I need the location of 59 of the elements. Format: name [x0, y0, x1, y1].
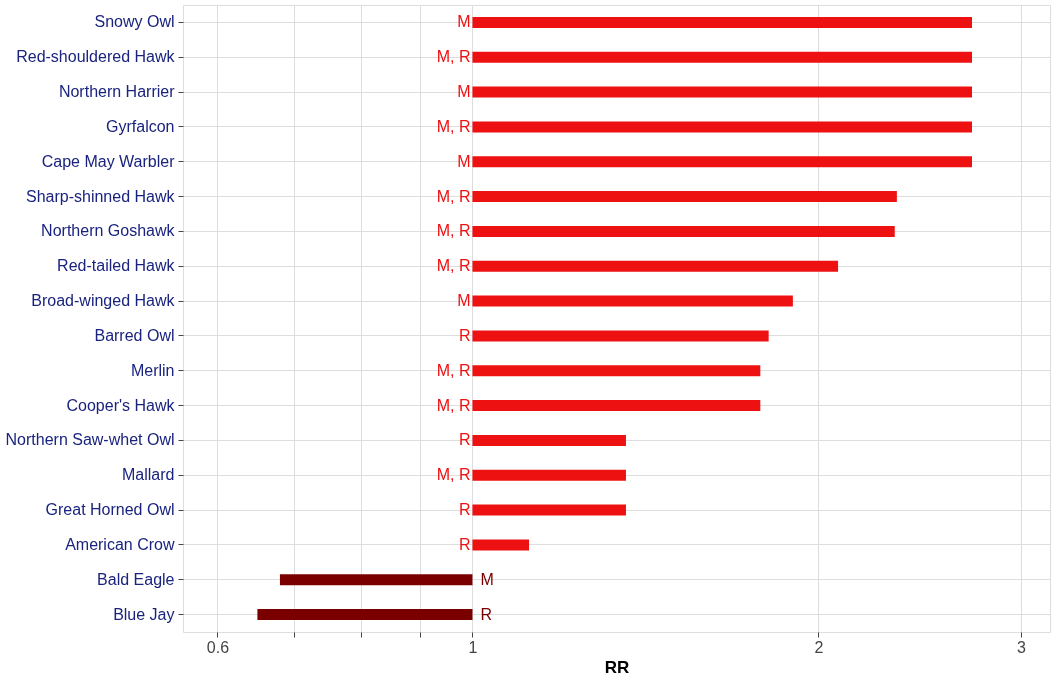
- bar: [472, 504, 626, 516]
- data-label: M, R: [436, 117, 471, 135]
- bar: [472, 539, 530, 551]
- y-tick-label: Bald Eagle: [97, 570, 175, 588]
- bar: [472, 16, 972, 28]
- data-label: M, R: [436, 466, 471, 484]
- y-tick-label: Northern Saw-whet Owl: [5, 431, 175, 449]
- y-tick-label: Northern Goshawk: [41, 222, 176, 240]
- data-label: M, R: [436, 257, 471, 275]
- data-label: M: [457, 292, 471, 310]
- data-label: M, R: [436, 187, 471, 205]
- y-tick-label: Snowy Owl: [94, 13, 175, 31]
- data-label: M, R: [436, 48, 471, 66]
- x-axis-title: RR: [604, 657, 630, 677]
- bar: [472, 191, 897, 203]
- bar: [472, 51, 972, 63]
- y-tick-label: Cooper's Hawk: [66, 396, 176, 414]
- data-label: M, R: [436, 396, 471, 414]
- y-tick-label: Merlin: [130, 361, 175, 379]
- y-tick-label: Great Horned Owl: [45, 501, 175, 519]
- data-label: M: [457, 13, 471, 31]
- bar: [472, 156, 972, 168]
- data-label: M, R: [436, 222, 471, 240]
- bar: [472, 365, 761, 377]
- bar: [279, 574, 473, 586]
- data-label: M: [457, 83, 471, 101]
- y-tick-label: Barred Owl: [94, 326, 175, 344]
- bar: [472, 260, 839, 272]
- data-label: R: [458, 501, 471, 519]
- data-label: R: [458, 326, 471, 344]
- bar: [472, 121, 972, 133]
- y-tick-label: Red-tailed Hawk: [57, 257, 176, 275]
- bar: [472, 86, 972, 98]
- y-tick-label: Sharp-shinned Hawk: [25, 187, 176, 205]
- y-tick-label: Cape May Warbler: [41, 152, 176, 170]
- y-tick-label: Gyrfalcon: [106, 117, 175, 135]
- x-tick-label: 3: [1016, 638, 1026, 656]
- bar: [472, 330, 769, 342]
- bar: [472, 400, 761, 412]
- y-tick-label: Red-shouldered Hawk: [16, 48, 176, 66]
- data-label: M: [457, 152, 471, 170]
- x-tick-label: 0.6: [206, 638, 230, 656]
- data-label: M, R: [436, 361, 471, 379]
- bar: [472, 434, 626, 446]
- x-tick-label: 1: [468, 638, 478, 656]
- data-label: R: [480, 605, 493, 623]
- data-label: R: [458, 535, 471, 553]
- y-tick-label: American Crow: [65, 535, 175, 553]
- y-tick-label: Blue Jay: [113, 605, 175, 623]
- data-label: R: [458, 431, 471, 449]
- bar: [472, 469, 626, 481]
- x-tick-label: 2: [814, 638, 824, 656]
- bar: [472, 225, 895, 237]
- y-tick-label: Mallard: [122, 466, 175, 484]
- y-tick-label: Broad-winged Hawk: [31, 292, 176, 310]
- bar: [257, 609, 473, 621]
- data-label: M: [480, 570, 494, 588]
- y-tick-label: Northern Harrier: [58, 83, 176, 101]
- bar: [472, 295, 793, 307]
